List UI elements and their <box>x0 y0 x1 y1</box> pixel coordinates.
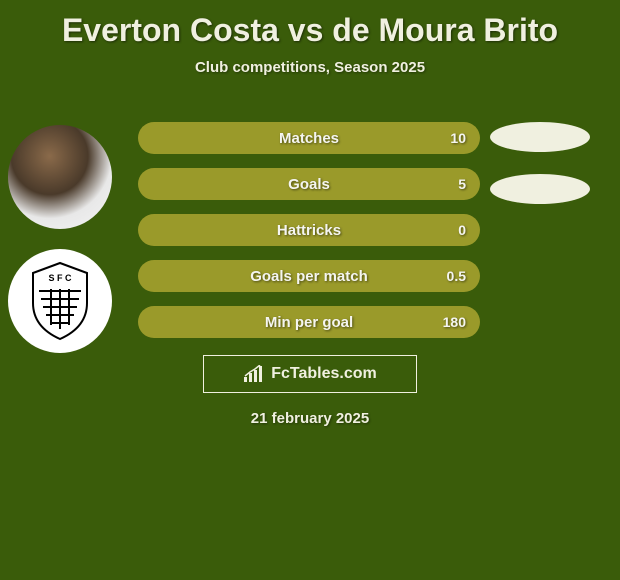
stat-row: Hattricks0 <box>138 214 480 246</box>
stat-row: Goals per match0.5 <box>138 260 480 292</box>
brand-chart-icon <box>243 365 265 383</box>
stat-value: 0.5 <box>447 268 466 284</box>
stat-rows: Matches10 Goals5 Hattricks0 Goals per match… <box>138 122 480 352</box>
float-ovals <box>490 122 590 226</box>
subtitle: Club competitions, Season 2025 <box>0 59 620 76</box>
stat-value: 0 <box>458 222 466 238</box>
avatars-column: S F C <box>8 125 112 353</box>
club-badge-icon: S F C <box>25 261 95 341</box>
brand-box[interactable]: FcTables.com <box>203 355 417 393</box>
float-oval <box>490 122 590 152</box>
svg-text:S F C: S F C <box>48 273 72 283</box>
page-title: Everton Costa vs de Moura Brito <box>0 0 620 49</box>
stat-row: Min per goal180 <box>138 306 480 338</box>
stat-value: 10 <box>450 130 466 146</box>
stat-label: Matches <box>138 130 480 147</box>
stat-value: 180 <box>443 314 466 330</box>
player-avatar <box>8 125 112 229</box>
brand-text: FcTables.com <box>271 365 377 383</box>
stat-label: Hattricks <box>138 222 480 239</box>
stat-label: Min per goal <box>138 314 480 331</box>
club-avatar: S F C <box>8 249 112 353</box>
float-oval <box>490 174 590 204</box>
stat-value: 5 <box>458 176 466 192</box>
stat-label: Goals per match <box>138 268 480 285</box>
stat-label: Goals <box>138 176 480 193</box>
stat-row: Goals5 <box>138 168 480 200</box>
stat-row: Matches10 <box>138 122 480 154</box>
date-text: 21 february 2025 <box>0 410 620 427</box>
